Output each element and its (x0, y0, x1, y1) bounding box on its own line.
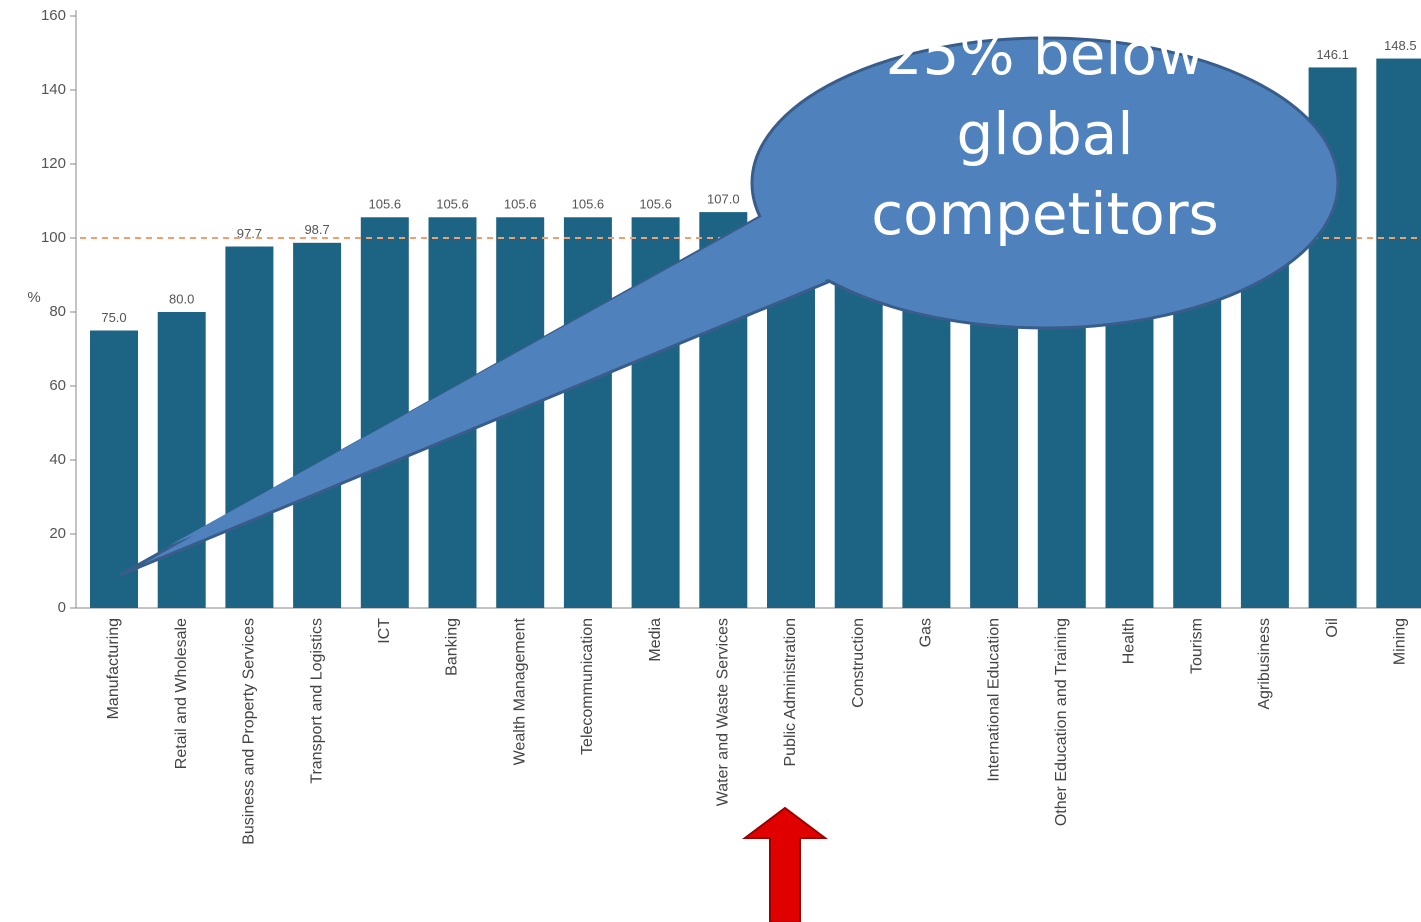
x-tick-label: Water and Waste Services (715, 618, 732, 806)
callout-bubble (750, 36, 1340, 330)
y-axis-label: % (27, 289, 40, 306)
value-label: 75.0 (101, 310, 126, 325)
callout-text: 25% below (886, 20, 1205, 88)
y-tick-label: 60 (49, 377, 66, 394)
callout-join (170, 202, 843, 545)
y-tick-label: 160 (41, 7, 66, 24)
x-tick-label: Gas (918, 618, 935, 647)
bar (1376, 58, 1421, 609)
x-tick-label: Tourism (1188, 618, 1205, 674)
value-label: 105.6 (572, 197, 605, 212)
x-tick-label: Health (1121, 618, 1138, 664)
bar (360, 217, 409, 608)
bar (225, 246, 274, 608)
x-tick-label: Telecommunication (579, 618, 596, 755)
x-tick-label: Mining (1392, 618, 1409, 665)
x-tick-label: Media (647, 618, 664, 662)
x-tick-label: ICT (376, 618, 393, 644)
y-tick-label: 80 (49, 303, 66, 320)
bar (563, 217, 612, 608)
value-label: 105.6 (639, 197, 672, 212)
value-label: 107.0 (707, 192, 740, 207)
x-tick-label: Agribusiness (1256, 618, 1273, 710)
value-label: 98.7 (304, 222, 329, 237)
value-label: 97.7 (237, 226, 262, 241)
callout-text: global (957, 100, 1134, 168)
red-arrow (742, 806, 828, 922)
x-tick-label: Manufacturing (105, 618, 122, 719)
x-tick-label: Construction (850, 618, 867, 708)
y-tick-label: 40 (49, 451, 66, 468)
value-label: 105.6 (504, 197, 537, 212)
y-tick-label: 140 (41, 81, 66, 98)
x-tick-label: International Education (985, 618, 1002, 782)
bar (293, 242, 342, 608)
bar (157, 312, 206, 608)
bar (90, 330, 138, 608)
x-tick-label: Public Administration (782, 618, 799, 767)
x-tick-label: Wealth Management (511, 617, 528, 765)
value-label: 146.1 (1316, 47, 1349, 62)
value-label: 148.5 (1384, 38, 1417, 53)
x-tick-label: Transport and Logistics (308, 618, 325, 784)
callout-text: competitors (871, 180, 1219, 248)
x-tick-label: Banking (444, 618, 461, 676)
value-label: 105.6 (436, 197, 469, 212)
y-tick-label: 100 (41, 229, 66, 246)
x-tick-label: Oil (1324, 618, 1341, 638)
value-label: 80.0 (169, 291, 194, 306)
value-label: 105.6 (369, 197, 402, 212)
x-tick-label: Business and Property Services (241, 618, 258, 845)
x-tick-label: Retail and Wholesale (173, 618, 190, 769)
x-tick-label: Other Education and Training (1053, 618, 1070, 826)
y-tick-label: 120 (41, 155, 66, 172)
y-tick-label: 20 (49, 525, 66, 542)
y-tick-label: 0 (58, 599, 66, 616)
